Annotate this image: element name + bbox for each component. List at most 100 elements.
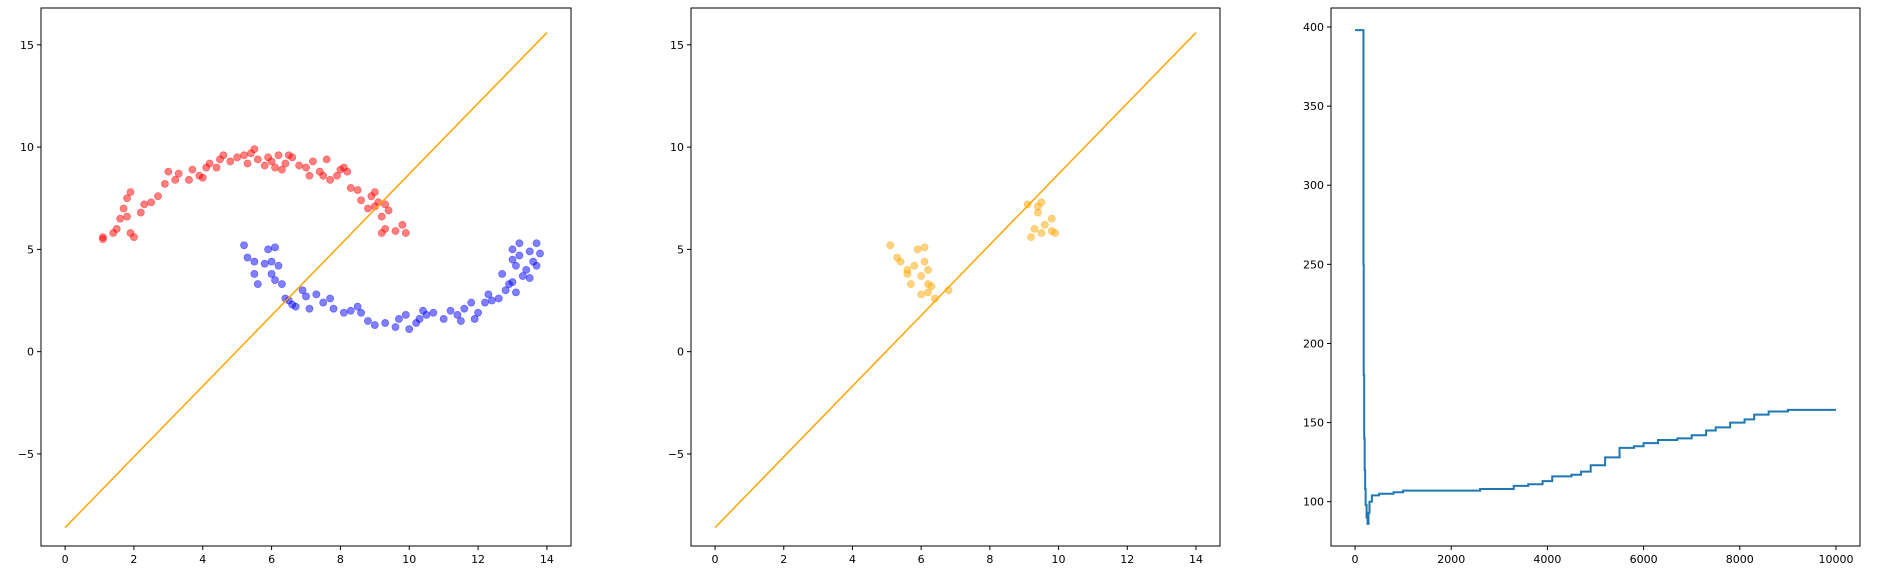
series-line	[1355, 29, 1836, 525]
scatter-point	[357, 196, 365, 205]
y-tick-label: 0	[27, 346, 34, 359]
y-tick: 15	[20, 39, 41, 52]
x-tick-label: 6	[268, 553, 275, 566]
scatter-point	[171, 175, 180, 184]
scatter-point	[174, 169, 183, 178]
y-tick-label: 5	[677, 243, 684, 256]
scatter-point	[401, 229, 410, 237]
scatter-point	[147, 198, 156, 207]
x-tick: 12	[1120, 546, 1134, 566]
x-tick: 8000	[1726, 546, 1754, 566]
y-tick: 300	[1303, 179, 1331, 192]
scatter-point	[532, 239, 541, 248]
scatter-point	[917, 290, 926, 299]
scatter-point	[1037, 198, 1046, 207]
scatter-point	[498, 270, 507, 278]
scatter-point	[508, 245, 517, 254]
scatter-point	[920, 257, 929, 266]
scatter-point	[422, 310, 431, 319]
y-tick-label: 10	[670, 141, 684, 154]
y-tick-label: 10	[20, 141, 34, 154]
x-tick: 8	[986, 546, 993, 566]
x-tick: 10	[1052, 546, 1066, 566]
x-tick: 10000	[1818, 546, 1853, 566]
scatter-point	[333, 171, 341, 180]
chart-panel-1: 0 2 4 6 8 10 12 14 −5 0 5 10 15	[18, 7, 572, 566]
scatter-point	[305, 304, 314, 313]
y-tick: 350	[1303, 100, 1331, 113]
scatter-point	[185, 175, 193, 184]
y-tick: 0	[27, 346, 41, 359]
scatter-point	[910, 261, 919, 270]
scatter-point	[130, 233, 138, 242]
x-tick-label: 0	[62, 553, 69, 566]
x-tick-label: 2	[130, 553, 137, 566]
scatter-point	[243, 159, 252, 168]
plot-frame	[40, 7, 572, 547]
scatter-point	[302, 163, 310, 172]
y-tick: 5	[677, 243, 691, 256]
scatter-point	[253, 280, 262, 289]
scatter-point	[278, 280, 286, 289]
x-tick: 10	[402, 546, 416, 566]
scatter-point	[917, 272, 926, 280]
y-tick-label: 250	[1303, 258, 1324, 271]
scatter-point	[460, 304, 469, 313]
y-tick-label: 150	[1303, 417, 1324, 430]
scatter-point	[205, 159, 214, 168]
x-tick: 6	[918, 546, 925, 566]
x-tick-label: 10000	[1818, 553, 1853, 566]
scatter-point	[308, 157, 317, 166]
y-tick: 5	[27, 243, 41, 256]
y-tick: 0	[677, 346, 691, 359]
x-tick-label: 8000	[1726, 553, 1754, 566]
scatter-point	[295, 161, 304, 170]
scatter-point	[305, 171, 314, 180]
x-tick-label: 10	[402, 553, 416, 566]
y-tick-label: 5	[27, 243, 34, 256]
y-tick: 150	[1303, 417, 1331, 430]
x-tick: 8	[337, 546, 344, 566]
x-tick: 2	[780, 546, 787, 566]
scatter-point	[281, 159, 290, 168]
scatter-point	[456, 317, 465, 325]
scatter-point	[274, 151, 283, 160]
scatter-point	[326, 175, 334, 184]
y-tick-label: 15	[20, 39, 34, 52]
scatter-point	[343, 167, 352, 176]
scatter-point	[906, 280, 915, 289]
x-tick-label: 6	[918, 553, 925, 566]
scatter-point	[453, 310, 462, 319]
x-tick: 12	[471, 546, 485, 566]
scatter-point	[1051, 229, 1060, 237]
scatter-point	[123, 212, 131, 221]
y-tick-label: 400	[1303, 21, 1324, 34]
scatter-point	[391, 227, 400, 235]
x-tick-label: 12	[1120, 553, 1134, 566]
decision-line	[714, 32, 1197, 529]
x-tick-label: 2	[780, 553, 787, 566]
scatter-point	[920, 243, 929, 252]
scatter-point	[924, 288, 932, 297]
scatter-point	[326, 294, 334, 303]
scatter-point	[913, 245, 922, 254]
scatter-point	[291, 302, 300, 311]
scatter-point	[398, 220, 407, 229]
scatter-point	[1027, 233, 1035, 242]
scatter-point	[278, 165, 286, 174]
scatter-point	[160, 180, 169, 188]
plot-frame	[1330, 7, 1861, 547]
scatter-point	[370, 321, 379, 329]
scatter-point	[395, 315, 403, 323]
scatter-point	[381, 225, 390, 233]
scatter-point	[302, 292, 310, 301]
scatter-point	[1030, 225, 1039, 233]
plot-frame	[690, 7, 1221, 547]
y-tick: 100	[1303, 496, 1331, 509]
scatter-point	[123, 194, 131, 203]
x-tick: 4000	[1533, 546, 1561, 566]
x-tick: 14	[1189, 546, 1203, 566]
x-tick: 2	[130, 546, 137, 566]
scatter-point	[267, 257, 276, 266]
y-tick: 200	[1303, 337, 1331, 350]
